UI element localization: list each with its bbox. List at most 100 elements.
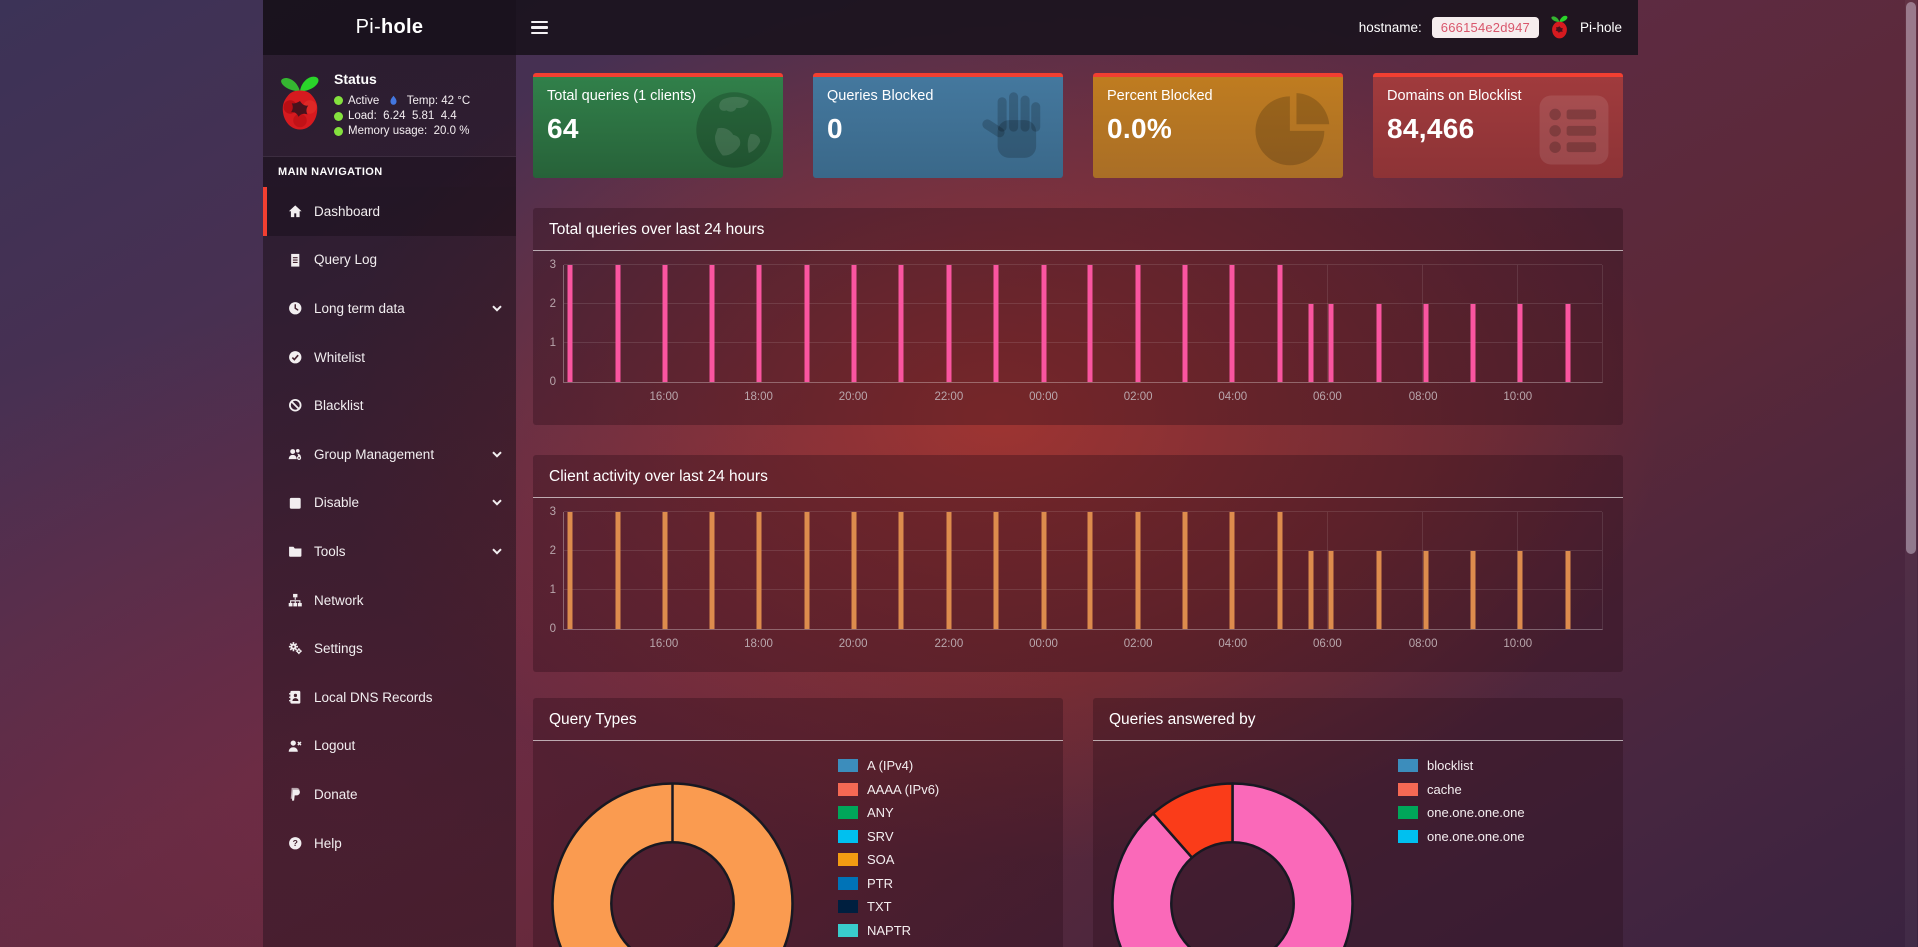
status-info: Status Active Temp: 42 °C Load: 6.24 5.81…	[334, 67, 470, 144]
bar	[1470, 551, 1476, 629]
sidebar-item-settings[interactable]: Settings	[263, 624, 516, 673]
legend-swatch	[838, 829, 858, 843]
bar	[567, 265, 573, 382]
pihole-site-link[interactable]: Pi-hole	[1579, 20, 1622, 35]
sidebar-item-dashboard[interactable]: Dashboard	[263, 187, 516, 236]
card-title: Queries Blocked	[827, 88, 934, 104]
legend-item-a-ipv4[interactable]: A (IPv4)	[838, 758, 939, 773]
legend-item-aaaa-ipv6[interactable]: AAAA (IPv6)	[838, 782, 939, 797]
sidebar-item-tools[interactable]: Tools	[263, 527, 516, 576]
status-line: Memory usage: 20.0 %	[334, 125, 470, 137]
legend-item-soa[interactable]: SOA	[838, 852, 939, 867]
query-types-donut-chart[interactable]	[550, 781, 795, 947]
legend-swatch	[1398, 806, 1418, 819]
raspberry-logo-icon	[1549, 14, 1570, 41]
brand-link[interactable]: Pi-hole	[263, 0, 516, 55]
bar	[1565, 304, 1571, 382]
sidebar-item-donate[interactable]: Donate	[263, 770, 516, 819]
legend-item-blocklist[interactable]: blocklist	[1398, 758, 1525, 773]
y-tick-label: 1	[549, 336, 556, 349]
bar	[946, 265, 952, 382]
client-activity-chart[interactable]: 0 1 2 3 16:00 18:00 20:00 22:00 00:00 02:00 04:00…	[533, 506, 1623, 672]
file-icon	[285, 253, 305, 268]
main-content: Total queries (1 clients) 64 Queries Block…	[516, 55, 1638, 947]
bar	[1277, 512, 1283, 629]
bar	[1087, 512, 1093, 629]
gridline	[1422, 512, 1424, 629]
scrollbar-thumb[interactable]	[1906, 2, 1916, 554]
sidebar-item-local-dns-records[interactable]: Local DNS Records	[263, 673, 516, 722]
sidebar-item-query-log[interactable]: Query Log	[263, 236, 516, 285]
sidebar-item-blacklist[interactable]: Blacklist	[263, 381, 516, 430]
gears-icon	[285, 641, 305, 656]
panel-title-queries-answered-by: Queries answered by	[1093, 698, 1623, 741]
bar	[615, 512, 621, 629]
address-book-icon	[285, 690, 305, 705]
legend-swatch	[838, 876, 858, 890]
sidebar-item-network[interactable]: Network	[263, 576, 516, 625]
app-window: Pi-hole hostname: 666154e2d947 Pi-hole	[263, 0, 1638, 947]
sidebar-item-label: Help	[314, 835, 342, 851]
legend-label: TXT	[867, 899, 892, 914]
legend-label: NAPTR	[867, 922, 912, 938]
sidebar-item-label: Long term data	[314, 300, 405, 316]
legend-item-any[interactable]: ANY	[838, 805, 939, 820]
sidebar-item-help[interactable]: ? Help	[263, 819, 516, 868]
sidebar-item-whitelist[interactable]: Whitelist	[263, 333, 516, 382]
queries-answered-by-donut-chart[interactable]	[1110, 781, 1355, 947]
bar	[1517, 551, 1523, 629]
legend-item-one-one-one-one[interactable]: one.one.one.one	[1398, 829, 1525, 844]
bar	[1087, 265, 1093, 382]
sidebar-item-group-management[interactable]: Group Management	[263, 430, 516, 479]
hamburger-menu-icon[interactable]	[516, 0, 562, 55]
bar	[946, 512, 952, 629]
legend-item-srv[interactable]: SRV	[838, 829, 939, 844]
legend-label: PTR	[867, 875, 893, 891]
sidebar-item-long-term-data[interactable]: Long term data	[263, 284, 516, 333]
sidebar-item-disable[interactable]: Disable	[263, 479, 516, 528]
card-value: 0.0%	[1107, 113, 1173, 144]
legend-item-naptr[interactable]: NAPTR	[838, 923, 939, 938]
x-tick-label: 00:00	[1029, 638, 1058, 650]
bar	[709, 512, 715, 629]
x-tick-label: 02:00	[1123, 391, 1153, 403]
total-queries-plot[interactable]: 0 1 2 3	[550, 259, 1603, 388]
client-activity-plot[interactable]: 0 1 2 3	[550, 506, 1603, 635]
sidebar-item-logout[interactable]: Logout	[263, 722, 516, 771]
sidebar-item-label: Tools	[314, 543, 346, 559]
total-queries-chart[interactable]: 0 1 2 3 16:00 18:00 20:00 22:00 00:00 02:00 04:00…	[533, 259, 1623, 425]
bar	[898, 265, 904, 382]
legend-item-one-one-one-one[interactable]: one.one.one.one	[1398, 805, 1525, 820]
card-title: Total queries (1 clients)	[547, 88, 697, 104]
legend-item-txt[interactable]: TXT	[838, 899, 939, 914]
bar	[1308, 304, 1314, 382]
home-icon	[285, 204, 305, 219]
x-tick-label: 18:00	[744, 638, 773, 650]
sidebar-item-label: Query Log	[314, 252, 378, 268]
legend-item-cache[interactable]: cache	[1398, 782, 1525, 797]
panel-query-types: Query Types A (IPv4) AAAA (IPv6) ANY SRV SOA…	[533, 698, 1063, 947]
legend-item-ptr[interactable]: PTR	[838, 876, 939, 891]
bar	[1135, 512, 1141, 629]
y-tick-label: 1	[549, 583, 556, 596]
bar	[1277, 265, 1283, 382]
bar	[1470, 304, 1476, 382]
bar	[756, 265, 762, 382]
legend-label: one.one.one.one	[1427, 805, 1525, 820]
legend-label: cache	[1427, 781, 1462, 797]
bar	[1376, 551, 1382, 629]
query-types-legend: A (IPv4) AAAA (IPv6) ANY SRV SOA PTR TXT NAPTR	[838, 758, 939, 946]
legend-swatch	[838, 900, 858, 913]
legend-label: SRV	[867, 828, 894, 844]
x-tick-label: 20:00	[838, 638, 868, 650]
queries-answered-by-legend: blocklist cache one.one.one.one one.one.one…	[1398, 758, 1525, 852]
y-tick-label: 2	[549, 297, 556, 310]
page-scrollbar[interactable]	[1905, 0, 1917, 947]
gridline	[564, 264, 1602, 265]
x-tick-label: 08:00	[1408, 391, 1438, 403]
card-queries-blocked: Queries Blocked 0	[813, 73, 1063, 178]
user-times-icon	[285, 739, 305, 754]
card-value: 64	[547, 113, 579, 144]
bar	[993, 265, 999, 382]
x-tick-label: 06:00	[1313, 391, 1342, 403]
